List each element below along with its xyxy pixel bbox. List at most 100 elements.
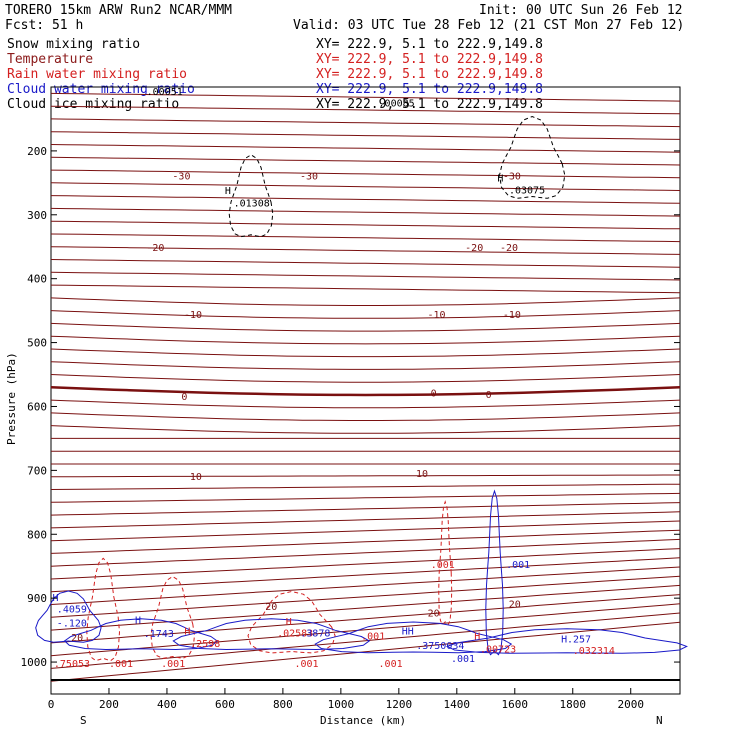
legend-rain: Rain water mixing ratio — [7, 67, 187, 82]
isotherm-line — [50, 412, 681, 421]
contour-marker-label: H — [561, 635, 567, 646]
x-tick-label: 1600 — [502, 698, 529, 711]
y-tick-label: 900 — [27, 592, 47, 605]
cloudwater-contour — [35, 590, 102, 643]
isotherm-line — [50, 520, 681, 542]
x-tick-label: 1000 — [328, 698, 355, 711]
contour-marker-label: .001 — [161, 659, 185, 670]
contour-marker-label: HH — [402, 626, 414, 637]
isotherm-line — [50, 474, 680, 478]
contour-marker-label: .00051 — [147, 87, 183, 98]
x-tick-label: 2000 — [617, 698, 644, 711]
plot-frame — [50, 86, 681, 695]
rain-contour — [150, 575, 196, 659]
isotherm-line — [50, 271, 681, 281]
isotherm-label: 20 — [509, 600, 521, 611]
contour-marker-label: .001 — [451, 654, 475, 665]
contour-marker-label: .75053 — [54, 659, 90, 670]
isotherm-line — [50, 483, 681, 490]
isotherm-line — [50, 511, 681, 529]
contour-marker-label: .032314 — [573, 646, 615, 657]
contour-marker-label: H — [286, 617, 292, 628]
isotherm-label: 10 — [190, 472, 202, 483]
isotherm-line — [50, 492, 681, 503]
isotherm-line — [50, 92, 681, 102]
isotherm-line — [50, 621, 681, 682]
y-tick-label: 600 — [27, 400, 47, 413]
contour-marker-label: .001 — [361, 631, 385, 642]
legend-ice: Cloud ice mixing ratio — [7, 97, 179, 112]
temperature-isotherms — [50, 92, 681, 682]
isotherm-line — [50, 284, 681, 294]
y-tick-label: 800 — [27, 528, 47, 541]
contour-marker-label: .2598 — [190, 639, 220, 650]
legend-rain-xy: XY= 222.9, 5.1 to 222.9,149.8 — [316, 67, 543, 82]
isotherm-line — [50, 105, 681, 115]
contour-marker-label: .4059 — [57, 605, 87, 616]
contour-marker-label: .03075 — [509, 186, 545, 197]
cloudwater-contour — [63, 618, 218, 651]
contour-marker-label: H — [474, 631, 480, 642]
x-tick-label: 1400 — [444, 698, 471, 711]
contour-marker-label: .001 — [109, 659, 133, 670]
isotherm-line — [50, 386, 681, 397]
isotherm-line — [50, 348, 681, 358]
contour-marker-label: .001 — [294, 659, 318, 670]
cloudwater-contour — [445, 628, 688, 654]
isotherm-label: 20 — [71, 633, 83, 644]
x-tick-label: 0 — [48, 698, 55, 711]
isotherm-label: -10 — [503, 310, 521, 321]
isotherm-label: -30 — [503, 171, 521, 182]
legend-cloudwater-xy: XY= 222.9, 5.1 to 222.9,149.8 — [316, 82, 543, 97]
isotherm-line — [50, 233, 681, 243]
isotherm-line — [50, 374, 681, 383]
contour-marker-label: .3878 — [300, 628, 330, 639]
contour-marker-label: .257 — [567, 635, 591, 646]
contour-labels: -30 -30 -30 -20 -20 -20 -10 -10 -10 0 0 0 10 10 20 20 20… — [52, 87, 614, 670]
moisture-contours — [35, 115, 688, 662]
isotherm-line — [50, 584, 681, 631]
header-model: TORERO 15km ARW Run2 NCAR/MMM — [5, 3, 232, 18]
isotherm-label: 20 — [265, 602, 277, 613]
y-tick-label: 1000 — [21, 656, 48, 669]
isotherm-line — [50, 548, 681, 580]
isotherm-line — [50, 297, 681, 306]
isotherm-label: -30 — [172, 171, 190, 182]
legend-snow: Snow mixing ratio — [7, 37, 140, 52]
contour-marker-label: .1743 — [144, 629, 174, 640]
contour-marker-label: .01308 — [234, 198, 270, 209]
x-tick-label: 1800 — [560, 698, 587, 711]
isotherm-line — [50, 195, 681, 204]
header-fcst: Fcst: 51 h — [5, 18, 83, 33]
isotherm-line — [50, 169, 681, 179]
isotherm-line — [50, 557, 681, 593]
isotherm-line — [50, 182, 681, 191]
isotherm-line — [50, 399, 681, 409]
isotherm-label: 10 — [416, 469, 428, 480]
isotherm-label: 0 — [181, 392, 187, 403]
isotherm-line — [50, 502, 681, 516]
y-tick-label: 200 — [27, 145, 47, 158]
legend-temperature: Temperature — [7, 52, 93, 67]
header-valid: Valid: 03 UTC Tue 28 Feb 12 (21 CST Mon … — [293, 18, 684, 33]
isotherm-line — [50, 425, 681, 434]
isotherm-line — [50, 246, 681, 255]
x-tick-label: 400 — [157, 698, 177, 711]
isotherm-line — [50, 361, 681, 370]
x-end-left: S — [80, 714, 87, 727]
isotherm-label: 20 — [428, 608, 440, 619]
isotherm-line — [50, 594, 681, 644]
contour-marker-label: .00723 — [480, 644, 516, 655]
x-end-right: N — [656, 714, 663, 727]
x-tick-label: 1200 — [386, 698, 413, 711]
isotherm-label: -30 — [300, 171, 318, 182]
y-tick-label: 500 — [27, 337, 47, 350]
x-tick-label: 600 — [215, 698, 235, 711]
isotherm-line — [50, 220, 681, 230]
cloudwater-contour — [314, 621, 513, 654]
isotherm-label: 0 — [486, 390, 492, 401]
x-tick-label: 800 — [273, 698, 293, 711]
isotherm-line — [50, 118, 681, 128]
x-axis-title: Distance (km) — [320, 714, 406, 727]
isotherm-line — [50, 259, 681, 268]
